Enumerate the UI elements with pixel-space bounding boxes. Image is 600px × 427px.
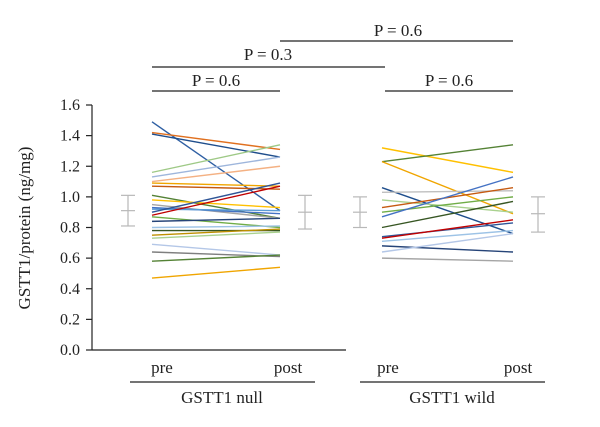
paired-lines	[151, 121, 514, 279]
comparison-label-2: P = 0.3	[244, 45, 292, 64]
paired-line-null-21	[151, 231, 281, 239]
category-label-wild-pre: pre	[377, 358, 399, 377]
paired-line-wild-14	[381, 245, 514, 253]
y-tick-label: 1.4	[60, 128, 80, 145]
y-tick-label: 0.8	[60, 220, 80, 237]
group-label-null: GSTT1 null	[181, 388, 263, 407]
paired-line-null-3	[151, 133, 281, 158]
category-label-null-pre: pre	[151, 358, 173, 377]
paired-line-null-7	[151, 182, 281, 187]
paired-line-wild-15	[381, 232, 514, 253]
paired-line-wild-1	[381, 147, 514, 174]
y-axis-title: GSTT1/protein (ng/mg)	[15, 147, 34, 310]
y-tick-label: 1.6	[60, 97, 80, 114]
y-tick-label: 1.2	[60, 158, 80, 175]
paired-line-null-5	[151, 156, 281, 178]
paired-line-null-22	[151, 243, 281, 256]
paired-line-null-9	[151, 194, 281, 220]
paired-line-wild-9	[381, 176, 514, 218]
paired-line-null-25	[151, 266, 281, 279]
paired-line-null-12	[151, 206, 281, 215]
paired-line-wild-6	[381, 199, 514, 213]
paired-line-null-15	[151, 185, 281, 216]
y-axis-ticks: 0.0 0.2 0.4 0.6 0.8 1.0 1.2 1.4 1.6	[60, 97, 92, 359]
paired-line-wild-16	[381, 257, 514, 262]
paired-line-null-1	[151, 121, 281, 212]
paired-line-wild-2	[381, 144, 514, 163]
paired-line-null-6	[151, 165, 281, 183]
y-tick-label: 1.0	[60, 189, 80, 206]
y-tick-label: 0.0	[60, 342, 80, 359]
paired-line-wild-10	[381, 200, 514, 229]
paired-line-null-13	[151, 208, 281, 212]
paired-line-wild-11	[381, 222, 514, 238]
paired-line-wild-7	[381, 186, 514, 209]
category-label-wild-post: post	[504, 358, 533, 377]
category-label-null-post: post	[274, 358, 303, 377]
paired-line-null-18	[151, 225, 281, 229]
paired-line-null-4	[151, 144, 281, 174]
paired-line-null-14	[151, 182, 281, 213]
comparison-label-4: P = 0.6	[374, 21, 422, 40]
summary-bars	[121, 194, 545, 233]
paired-line-null-24	[151, 254, 281, 262]
y-tick-label: 0.2	[60, 311, 80, 328]
paired-line-null-17	[151, 217, 281, 223]
paired-line-null-2	[151, 131, 281, 151]
group-label-wild: GSTT1 wild	[409, 388, 495, 407]
paired-line-null-20	[151, 228, 281, 236]
comparison-label-1: P = 0.6	[192, 71, 240, 90]
comparison-label-3: P = 0.6	[425, 71, 473, 90]
paired-line-wild-3	[381, 161, 514, 215]
paired-line-wild-4	[381, 187, 514, 235]
paired-line-wild-12	[381, 219, 514, 239]
y-tick-label: 0.6	[60, 250, 80, 267]
paired-line-wild-13	[381, 229, 514, 242]
paired-line-null-8	[151, 185, 281, 190]
y-tick-label: 0.4	[60, 281, 80, 298]
paired-line-null-10	[151, 199, 281, 209]
